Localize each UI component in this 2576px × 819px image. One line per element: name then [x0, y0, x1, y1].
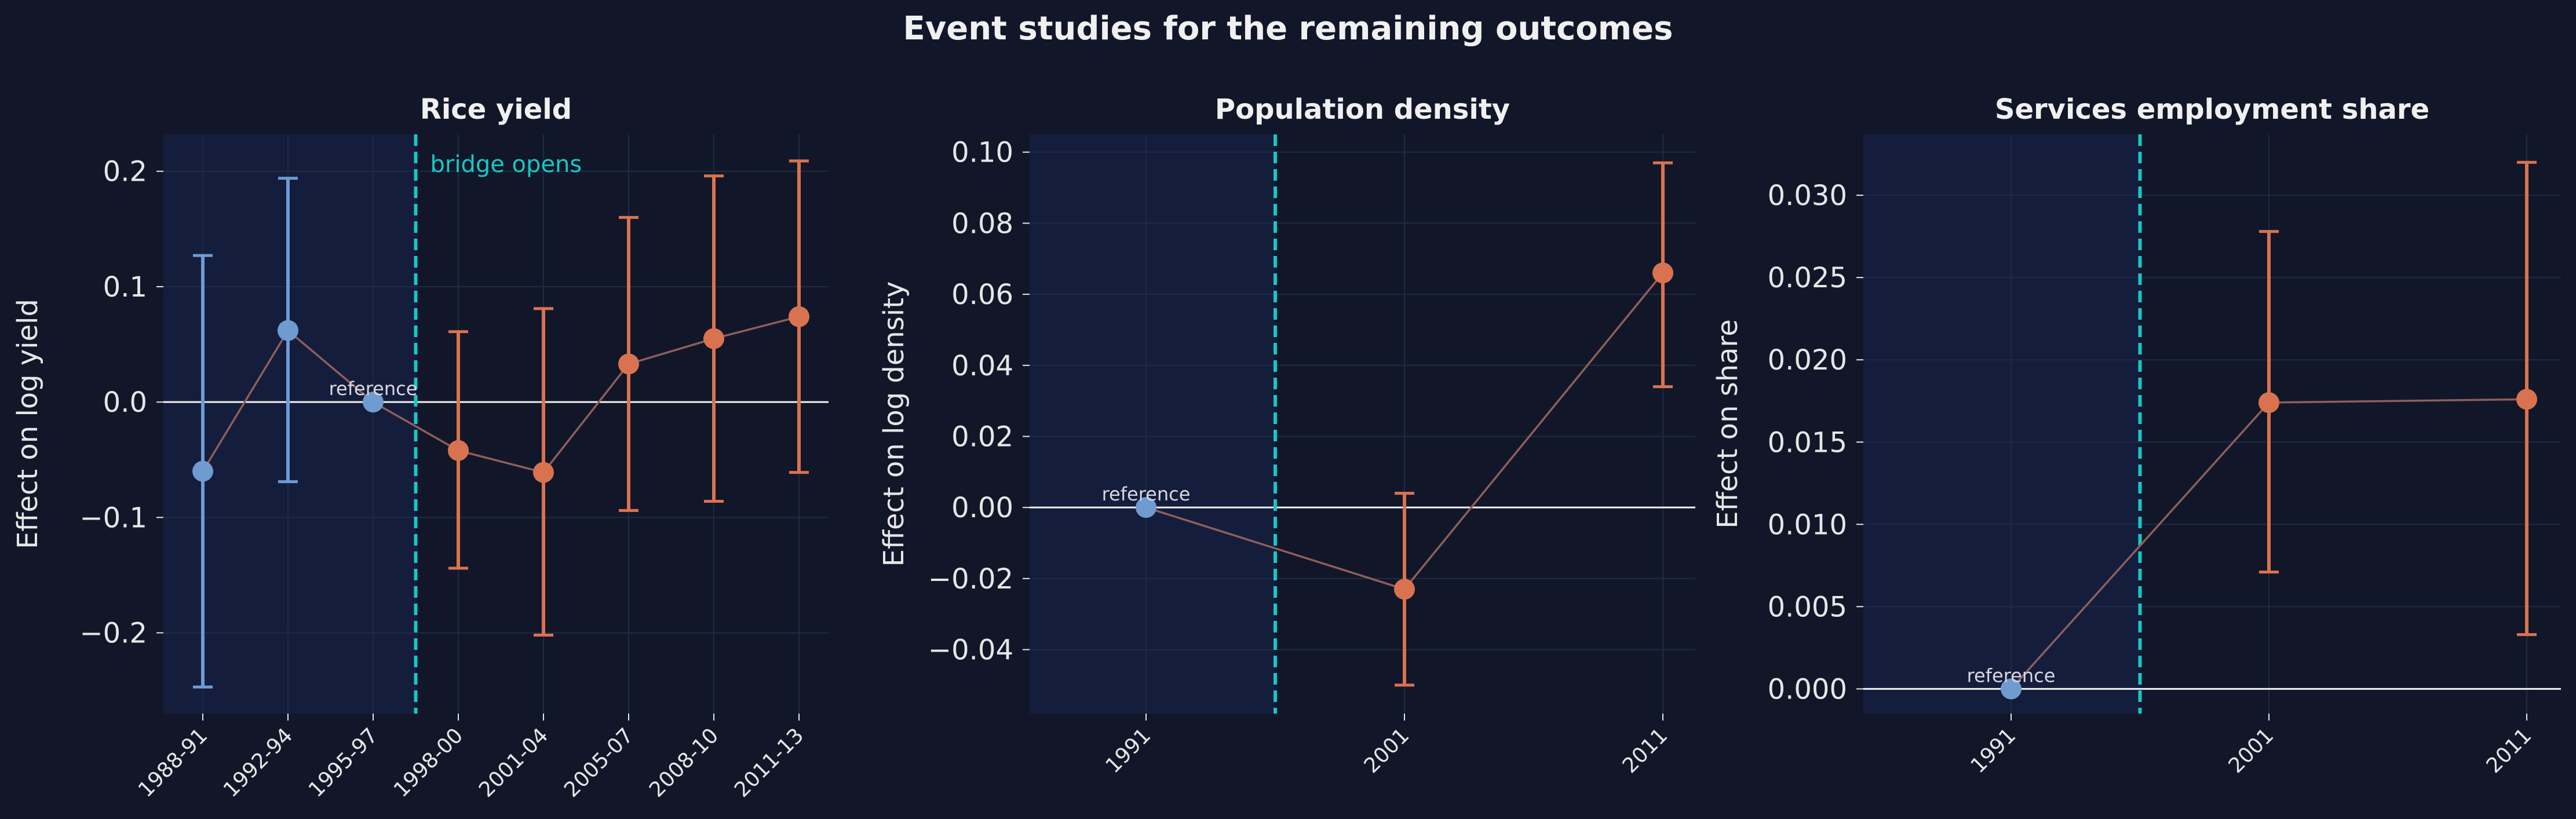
- estimate-point: [363, 392, 384, 413]
- y-tick-label: 0.10: [951, 137, 1013, 169]
- estimate-point: [703, 328, 724, 349]
- estimate-point: [1652, 262, 1673, 284]
- y-tick-label: 0.2: [103, 156, 147, 188]
- y-tick-label: 0.010: [1768, 509, 1847, 541]
- y-tick-label: 0.025: [1768, 262, 1847, 294]
- figure-title: Event studies for the remaining outcomes: [903, 10, 1673, 47]
- estimate-point: [1394, 579, 1415, 600]
- estimate-point: [2516, 389, 2537, 410]
- y-tick-label: 0.020: [1768, 344, 1847, 376]
- estimate-point: [533, 462, 554, 483]
- y-tick-label: 0.030: [1768, 180, 1847, 212]
- y-tick-label: 0.000: [1768, 673, 1847, 705]
- event-label: bridge opens: [430, 151, 582, 178]
- y-tick-label: 0.015: [1768, 426, 1847, 459]
- estimate-point: [192, 460, 213, 482]
- pre-period-shade: [1030, 134, 1275, 714]
- y-tick-label: 0.02: [951, 421, 1013, 453]
- y-axis-label: Effect on log density: [878, 281, 910, 567]
- reference-label: reference: [1967, 664, 2056, 686]
- y-tick-label: 0.06: [951, 279, 1013, 311]
- estimate-point: [2258, 392, 2279, 414]
- chart-panel-3: reference 0.000 0.005 0.010 0.015 0.020 0.025 0…: [1712, 93, 2561, 778]
- y-tick-label: −0.02: [928, 563, 1013, 595]
- estimate-connector: [202, 316, 800, 474]
- y-tick-label: 0.08: [951, 207, 1013, 240]
- y-tick-label: −0.1: [79, 502, 147, 534]
- y-tick-label: 0.0: [103, 386, 147, 419]
- estimate-point: [278, 320, 298, 341]
- y-tick-label: 0.00: [951, 492, 1013, 524]
- estimate-point: [789, 306, 809, 327]
- panel-title: Rice yield: [420, 93, 572, 126]
- estimate-point: [2001, 678, 2022, 700]
- panels: bridge opensreference−0.2−0.10.00.10.219…: [12, 93, 2561, 802]
- y-tick-label: 0.1: [103, 271, 147, 304]
- y-axis-label: Effect on log yield: [12, 299, 44, 549]
- estimate-point: [1136, 497, 1156, 518]
- reference-label: reference: [1102, 483, 1191, 505]
- pre-period-shade: [1863, 134, 2140, 714]
- panel-title: Population density: [1215, 93, 1510, 126]
- y-tick-label: −0.04: [928, 634, 1013, 667]
- estimate-point: [618, 353, 639, 375]
- y-tick-label: 0.005: [1768, 591, 1847, 623]
- chart-panel-2: reference −0.04 −0.02 0.00 0.02 0.04 0.06 0.08 0…: [878, 93, 1695, 778]
- reference-label: reference: [329, 378, 418, 400]
- y-axis-label: Effect on share: [1712, 319, 1744, 529]
- y-tick-label: −0.2: [79, 617, 147, 650]
- y-tick-label: 0.04: [951, 350, 1013, 382]
- panel-title: Services employment share: [1995, 93, 2429, 126]
- estimate-point: [448, 440, 469, 461]
